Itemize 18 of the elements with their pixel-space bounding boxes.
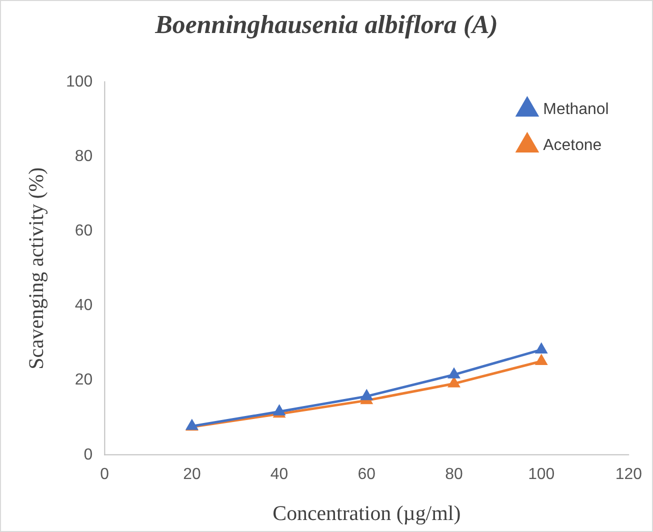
- legend-label: Methanol: [543, 101, 609, 118]
- y-tick-label: 80: [74, 148, 93, 165]
- y-tick-label: 40: [74, 297, 93, 314]
- y-tick-label: 60: [74, 222, 93, 240]
- x-axis-title: Concentration (µg/ml): [272, 500, 461, 525]
- y-axis-title: Scavenging activity (%): [24, 167, 48, 370]
- x-tick-label: 60: [358, 466, 376, 483]
- chart-title: Boenninghausenia albiflora (A): [154, 10, 498, 40]
- x-tick-label: 0: [100, 466, 110, 483]
- y-tick-label: 100: [66, 73, 93, 90]
- x-tick-label: 20: [183, 466, 201, 483]
- y-tick-label: 20: [74, 372, 93, 389]
- x-tick-label: 40: [270, 466, 288, 483]
- y-tick-label: 0: [84, 446, 93, 464]
- x-tick-label: 120: [615, 466, 642, 483]
- x-tick-label: 100: [528, 466, 555, 483]
- legend-label: Acetone: [543, 137, 602, 154]
- x-tick-label: 80: [445, 466, 464, 483]
